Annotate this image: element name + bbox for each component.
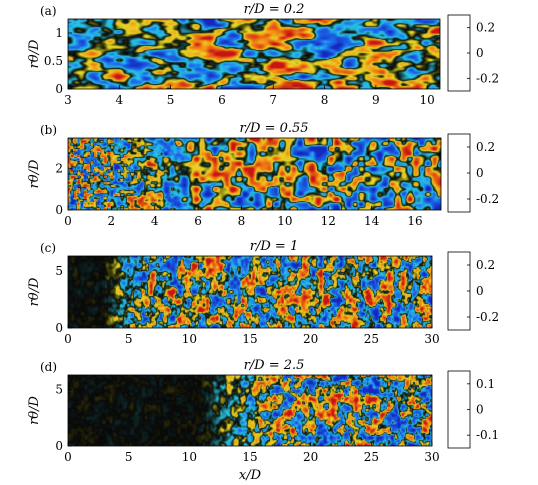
colorbar-tick-label: -0.2 xyxy=(476,192,499,206)
x-tick-label: 8 xyxy=(321,93,329,107)
colorbar-tick-label: 0 xyxy=(476,166,484,180)
colorbar-tick-label: -0.2 xyxy=(476,310,499,324)
x-tick-label: 20 xyxy=(303,332,318,346)
y-tick-label: 0 xyxy=(55,82,63,96)
panel-label: (a) xyxy=(40,4,57,18)
x-tick-label: 20 xyxy=(303,450,318,464)
x-tick-label: 3 xyxy=(64,93,72,107)
colorbar-tick-label: 0 xyxy=(476,284,484,298)
y-tick-label: 2 xyxy=(55,161,63,175)
x-tick-label: 0 xyxy=(64,450,72,464)
y-tick-label: 1 xyxy=(55,26,63,40)
x-tick-label: 15 xyxy=(242,332,257,346)
x-tick-label: 30 xyxy=(424,332,439,346)
colorbar-tick-label: 0.2 xyxy=(476,258,495,272)
y-axis-label: rθ/D xyxy=(27,396,42,425)
y-tick-label: 0 xyxy=(55,439,63,453)
x-tick-label: 0 xyxy=(64,332,72,346)
colorbar xyxy=(447,133,471,213)
x-tick-label: 7 xyxy=(269,93,277,107)
x-tick-label: 2 xyxy=(108,214,116,228)
y-tick-label: 0 xyxy=(55,203,63,217)
colorbar-tick-label: -0.2 xyxy=(476,71,499,85)
y-tick-label: 5 xyxy=(55,264,63,278)
x-tick-label: 10 xyxy=(182,450,197,464)
heatmap-field xyxy=(68,19,440,89)
colorbar-tick-label: 0 xyxy=(476,46,484,60)
x-tick-label: 9 xyxy=(372,93,380,107)
colorbar-tick-label: 0.2 xyxy=(476,140,495,154)
y-axis-label: rθ/D xyxy=(27,159,42,188)
colorbar-tick-label: 0 xyxy=(476,403,484,417)
x-tick-label: 5 xyxy=(125,332,133,346)
x-tick-label: 4 xyxy=(151,214,159,228)
heatmap-field xyxy=(68,256,432,328)
y-axis-label: rθ/D xyxy=(27,277,42,306)
panel-label: (c) xyxy=(40,241,56,255)
x-tick-label: 6 xyxy=(218,93,226,107)
x-tick-label: 25 xyxy=(364,450,379,464)
panel-d: 0 5 10 15 20 25 30 0 5 rθ/D r/D = 2.5 (d) 0.1 0 -0.1 x/… xyxy=(27,358,499,483)
panel-label: (d) xyxy=(40,360,57,374)
colorbar xyxy=(447,14,471,92)
colorbar-tick-label: 0.2 xyxy=(476,21,495,35)
colorbar-tick-label: -0.1 xyxy=(476,428,499,442)
x-tick-label: 10 xyxy=(420,93,435,107)
panel-title: r/D = 1 xyxy=(250,239,298,254)
colorbar xyxy=(447,370,471,449)
x-tick-label: 5 xyxy=(125,450,133,464)
panel-c: 0 5 10 15 20 25 30 0 5 rθ/D r/D = 1 (c) 0.2 0 -0.2 xyxy=(27,239,499,346)
y-tick-label: 0.5 xyxy=(44,54,63,68)
x-tick-label: 25 xyxy=(364,332,379,346)
x-tick-label: 0 xyxy=(64,214,72,228)
x-tick-label: 14 xyxy=(364,214,380,228)
x-tick-label: 16 xyxy=(407,214,422,228)
x-tick-label: 30 xyxy=(424,450,439,464)
y-tick-label: 5 xyxy=(55,383,63,397)
x-tick-label: 4 xyxy=(115,93,123,107)
x-tick-label: 8 xyxy=(238,214,246,228)
colorbar-tick-label: 0.1 xyxy=(476,377,495,391)
x-tick-label: 15 xyxy=(242,450,257,464)
plot-frame xyxy=(67,137,442,211)
plot-frame xyxy=(67,18,441,90)
colorbar xyxy=(447,251,471,331)
heatmap-field xyxy=(68,375,432,446)
y-tick-label: 0 xyxy=(55,321,63,335)
heatmap-field xyxy=(68,138,441,210)
panel-title: r/D = 0.55 xyxy=(239,121,308,136)
y-axis-label: rθ/D xyxy=(27,39,42,68)
x-axis-label: x/D xyxy=(239,468,262,483)
x-tick-label: 12 xyxy=(321,214,336,228)
x-tick-label: 6 xyxy=(194,214,202,228)
panel-title: r/D = 2.5 xyxy=(244,358,305,373)
panel-b: 0 2 4 6 8 10 12 14 16 0 2 rθ/D r/D = 0.55 (b) 0.2 0 -0.2 xyxy=(27,121,499,228)
panel-title: r/D = 0.2 xyxy=(244,2,305,17)
x-tick-label: 5 xyxy=(167,93,175,107)
panel-label: (b) xyxy=(40,123,57,137)
x-tick-label: 10 xyxy=(182,332,197,346)
x-tick-label: 10 xyxy=(277,214,292,228)
panel-a: 3 4 5 6 7 8 9 10 0 0.5 1 rθ/D r/D = 0.2 (a) 0.2 0 -0.2 xyxy=(27,2,499,107)
